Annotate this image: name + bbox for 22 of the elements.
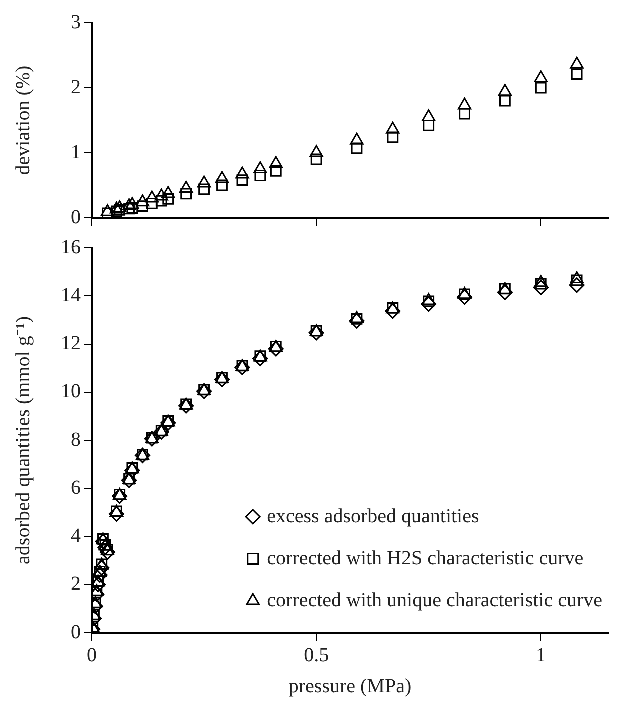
x-tick-label: 1 [536, 644, 546, 666]
y-tick-label: 12 [61, 332, 81, 354]
x-tick-label: 0 [87, 644, 97, 666]
y-tick-label: 6 [71, 476, 81, 499]
x-axis-title: pressure (MPa) [288, 675, 412, 698]
y-tick-label: 0 [71, 621, 81, 644]
y-tick-label: 2 [71, 573, 81, 596]
y-axis-title: adsorbed quantities (mmol g⁻¹) [12, 316, 34, 564]
legend-label: corrected with unique characteristic curve [267, 589, 603, 612]
legend-label: excess adsorbed quantities [267, 505, 480, 528]
y-tick-label: 4 [71, 525, 81, 547]
legend-label: corrected with H2S characteristic curve [267, 547, 584, 570]
y-tick-label: 1 [71, 141, 81, 164]
x-tick-label: 0.5 [304, 644, 330, 666]
y-tick-label: 14 [61, 284, 81, 306]
y-tick-label: 8 [71, 428, 81, 451]
y-tick-label: 2 [71, 76, 81, 98]
y-tick-label: 0 [71, 206, 81, 228]
y-tick-label: 3 [71, 11, 81, 34]
y-axis-title: deviation (%) [12, 66, 34, 176]
y-tick-label: 10 [61, 380, 81, 403]
y-tick-label: 16 [61, 236, 81, 258]
